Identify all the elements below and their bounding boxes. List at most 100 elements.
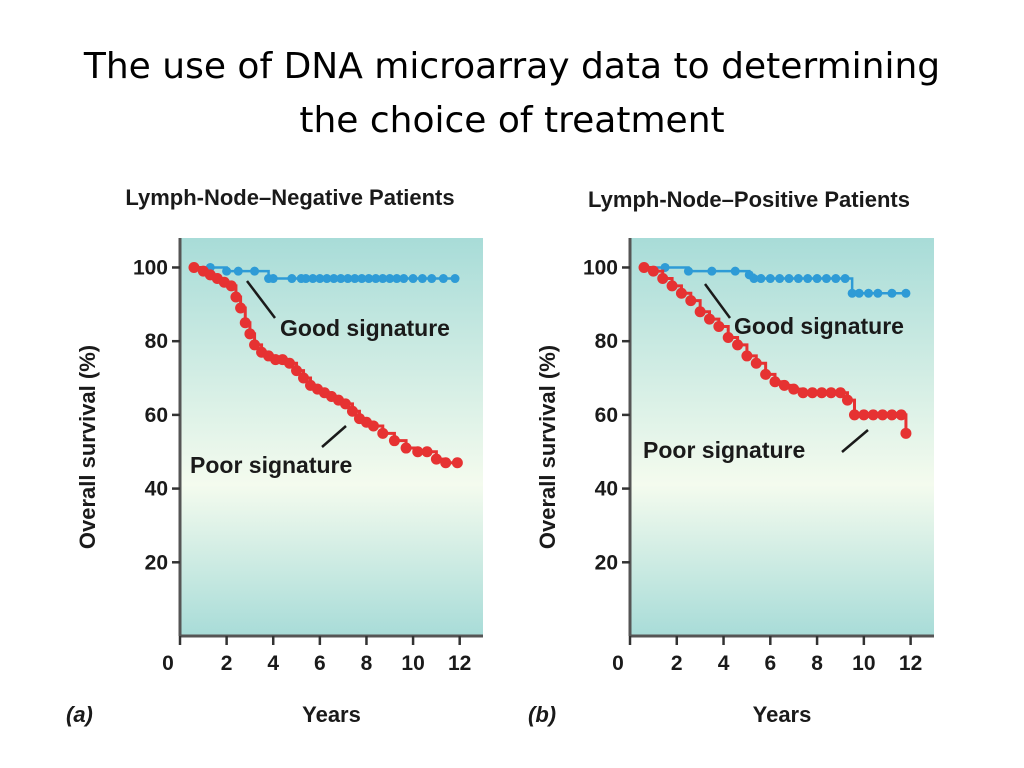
data-point <box>750 357 762 369</box>
y-tick-label: 20 <box>595 551 618 574</box>
panel-letter: (b) <box>528 702 556 727</box>
data-point <box>685 295 697 307</box>
plot-area <box>630 238 934 636</box>
data-point <box>873 288 883 298</box>
data-point <box>392 274 402 284</box>
data-point <box>694 306 706 318</box>
data-point <box>775 274 785 284</box>
data-point <box>887 288 897 298</box>
data-point <box>188 261 200 273</box>
data-point <box>812 274 822 284</box>
data-point <box>451 457 463 469</box>
data-point <box>858 409 870 421</box>
data-point <box>378 274 388 284</box>
data-point <box>367 420 379 432</box>
data-point <box>765 274 775 284</box>
poor-signature-pointer <box>841 429 869 453</box>
data-point <box>249 339 261 351</box>
data-point <box>233 266 243 276</box>
data-point <box>301 274 311 284</box>
data-point <box>784 274 794 284</box>
x-tick-label: 6 <box>764 652 776 675</box>
x-tick-label: 2 <box>221 652 233 675</box>
data-point <box>895 409 907 421</box>
chart-panel-a: Lymph-Node–Negative Patients 20 40 60 80 100 0… <box>66 185 483 727</box>
data-point <box>841 394 853 406</box>
slide-title: The use of DNA microarray data to determ… <box>0 40 1024 148</box>
data-point <box>732 339 744 351</box>
data-point <box>886 409 898 421</box>
data-point <box>230 291 242 303</box>
data-point <box>284 357 296 369</box>
y-axis-label: Overall survival (%) <box>75 345 100 549</box>
data-point <box>371 274 381 284</box>
data-point <box>854 288 864 298</box>
x-tick-label: 8 <box>811 652 823 675</box>
x-axis-label: Years <box>302 702 361 727</box>
data-point <box>867 409 879 421</box>
data-point <box>385 274 395 284</box>
data-point <box>308 274 318 284</box>
poor-signature-label: Poor signature <box>643 437 805 463</box>
data-point <box>647 265 659 277</box>
slide-title-line-1: The use of DNA microarray data to determ… <box>83 46 941 87</box>
data-point <box>250 266 260 276</box>
data-point <box>741 350 753 362</box>
data-point <box>638 261 650 273</box>
slide-title-line-2: the choice of treatment <box>299 100 725 141</box>
data-point <box>412 446 424 458</box>
data-point <box>900 427 912 439</box>
data-point <box>377 427 389 439</box>
data-point <box>877 409 889 421</box>
data-point <box>417 274 427 284</box>
chart-panel-b: Lymph-Node–Positive Patients 20 40 60 80 100 0… <box>528 187 934 727</box>
good-signature-pointer <box>703 283 732 319</box>
data-point <box>760 368 772 380</box>
data-point <box>421 446 433 458</box>
data-point <box>797 387 809 399</box>
data-point <box>666 280 678 292</box>
x-tick-label: 6 <box>314 652 326 675</box>
data-point <box>287 274 297 284</box>
panel-title: Lymph-Node–Negative Patients <box>125 185 454 210</box>
data-point <box>388 435 400 447</box>
data-point <box>769 376 781 388</box>
data-point <box>400 442 412 454</box>
data-point <box>225 280 237 292</box>
good-signature-label: Good signature <box>734 313 904 339</box>
data-point <box>778 379 790 391</box>
data-point <box>336 274 346 284</box>
data-point <box>749 274 759 284</box>
data-point <box>825 387 837 399</box>
data-point <box>235 302 247 314</box>
data-point <box>430 453 442 465</box>
data-point <box>427 274 437 284</box>
poor-signature-pointer <box>321 425 347 448</box>
y-tick-label: 40 <box>595 478 618 501</box>
data-point <box>730 266 740 276</box>
x-tick-label: 0 <box>612 652 624 675</box>
panel-title: Lymph-Node–Positive Patients <box>588 187 910 212</box>
x-tick-label: 10 <box>852 652 875 675</box>
data-point <box>707 266 717 276</box>
data-point <box>806 387 818 399</box>
plot-area <box>180 238 483 636</box>
data-point <box>831 274 841 284</box>
data-point <box>847 288 857 298</box>
data-point <box>816 387 828 399</box>
data-point <box>450 274 460 284</box>
x-tick-label: 4 <box>718 652 730 675</box>
data-point <box>364 274 374 284</box>
y-tick-label: 100 <box>583 256 618 279</box>
x-tick-label: 10 <box>401 652 424 675</box>
data-point <box>438 274 448 284</box>
data-point <box>901 288 911 298</box>
data-point <box>343 274 353 284</box>
data-point <box>346 405 358 417</box>
x-tick-label: 12 <box>899 652 922 675</box>
poor-signature-label: Poor signature <box>190 452 352 478</box>
y-tick-label: 40 <box>145 478 168 501</box>
good-signature-pointer <box>246 280 276 319</box>
data-point <box>756 274 766 284</box>
